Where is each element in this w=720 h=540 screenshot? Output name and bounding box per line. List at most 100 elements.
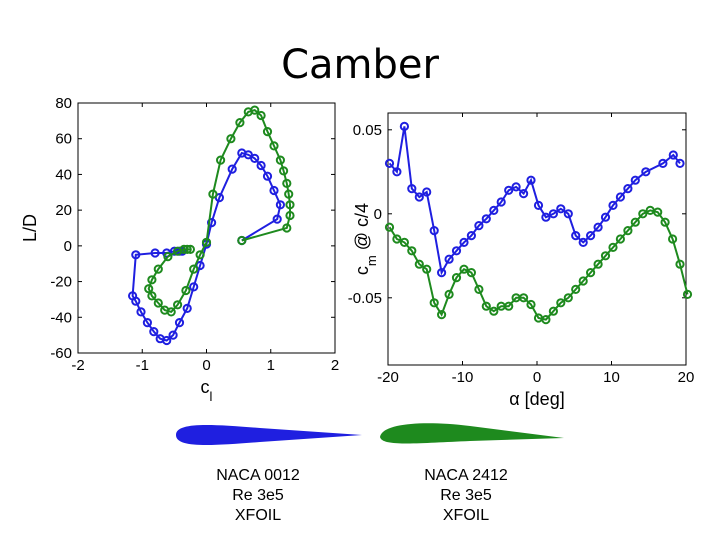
data-point-naca2412	[504, 301, 514, 311]
data-point-naca0012	[149, 327, 159, 337]
data-point-naca2412	[195, 250, 205, 260]
data-point-naca2412	[285, 200, 295, 210]
data-point-naca2412	[474, 284, 484, 294]
plot-frame-right	[387, 112, 687, 366]
data-point-naca2412	[282, 223, 292, 233]
data-point-naca0012	[131, 250, 141, 260]
data-point-naca0012	[571, 231, 581, 241]
data-point-naca2412	[675, 259, 685, 269]
data-point-naca0012	[600, 212, 611, 222]
data-point-naca2412	[173, 300, 183, 310]
data-point-naca2412	[668, 234, 678, 244]
data-point-naca2412	[608, 242, 618, 252]
data-point-naca2412	[181, 285, 191, 296]
ticks-right: -20 -10 0 10 20 -0.05 0 0.05	[348, 113, 695, 386]
data-point-naca2412	[519, 293, 529, 303]
data-point-naca2412	[422, 264, 432, 274]
data-point-naca2412	[237, 235, 247, 246]
data-point-naca2412	[147, 291, 157, 301]
data-point-naca2412	[526, 299, 536, 310]
y-tick-label: 0.05	[353, 122, 382, 139]
data-point-naca2412	[256, 110, 266, 121]
data-point-naca2412	[153, 298, 163, 308]
y-tick-label: -40	[50, 309, 72, 326]
data-point-naca2412	[201, 237, 212, 247]
x-tick-label: -20	[377, 369, 399, 386]
x-tick-label: 10	[603, 369, 620, 386]
data-point-naca2412	[243, 107, 253, 117]
data-point-naca2412	[489, 306, 499, 316]
data-point-naca0012	[269, 185, 279, 196]
data-point-naca2412	[466, 268, 476, 278]
data-point-naca0012	[262, 171, 273, 181]
data-point-naca2412	[226, 134, 236, 144]
x-tick-label: -10	[452, 369, 474, 386]
x-tick-label: -1	[136, 357, 149, 374]
x-axis-label-left: cl	[201, 377, 213, 404]
x-tick-label: 1	[267, 357, 275, 374]
caption-reynolds: Re 3e5	[232, 487, 284, 504]
x-tick-label: 0	[202, 357, 210, 374]
data-point-naca2412	[541, 315, 551, 325]
data-point-naca0012	[207, 218, 217, 228]
data-point-naca0012	[615, 192, 626, 202]
data-point-naca0012	[519, 189, 529, 199]
chart-ld-vs-cl: -2 -1 0 1 2 -60 -40 -20 0 20 40 60 80 L/D cl	[20, 95, 339, 404]
data-point-naca0012	[556, 204, 566, 214]
data-point-naca0012	[511, 182, 521, 192]
y-tick-label: 0	[64, 238, 72, 255]
data-point-naca0012	[533, 200, 544, 210]
data-point-naca0012	[128, 291, 138, 301]
data-point-naca0012	[496, 197, 506, 207]
data-point-naca2412	[284, 189, 294, 199]
data-point-naca2412	[407, 246, 417, 256]
caption-airfoil: NACA 0012	[216, 467, 300, 484]
data-point-naca2412	[451, 273, 462, 283]
data-point-naca2412	[399, 237, 409, 247]
data-point-naca0012	[658, 158, 668, 168]
airfoil-naca0012-shape	[176, 424, 362, 446]
data-point-naca0012	[474, 221, 484, 231]
caption-solver: XFOIL	[442, 507, 490, 524]
data-point-naca2412	[384, 222, 395, 232]
data-point-naca2412	[660, 217, 670, 227]
data-point-naca0012	[563, 209, 573, 219]
data-point-naca2412	[279, 166, 289, 176]
ticks-left: -2 -1 0 1 2 -60 -40 -20 0 20 40 60 80	[50, 95, 339, 374]
data-point-naca2412	[600, 251, 611, 261]
data-point-naca0012	[155, 334, 165, 344]
data-point-naca2412	[653, 207, 663, 217]
data-point-naca2412	[563, 293, 573, 303]
data-point-naca2412	[182, 244, 192, 254]
data-point-naca0012	[275, 200, 285, 210]
x-tick-label: 0	[533, 369, 541, 386]
data-point-naca2412	[285, 210, 295, 221]
data-point-naca0012	[256, 160, 266, 171]
data-point-naca0012	[407, 184, 417, 194]
data-point-naca2412	[144, 284, 154, 294]
data-point-naca0012	[399, 121, 409, 132]
data-point-naca2412	[269, 141, 279, 151]
data-point-naca0012	[526, 175, 536, 185]
data-point-naca2412	[638, 209, 648, 219]
data-point-naca0012	[504, 185, 514, 195]
data-point-naca2412	[282, 178, 292, 188]
data-point-naca0012	[641, 167, 651, 177]
caption-reynolds: Re 3e5	[440, 487, 492, 504]
airfoil-naca2412-shape	[380, 423, 564, 444]
data-point-naca2412	[437, 310, 447, 320]
chart-cm-vs-alpha: -20 -10 0 10 20 -0.05 0 0.05 cm @ c/4 α [deg]	[348, 112, 695, 409]
data-point-naca0012	[429, 226, 439, 236]
y-tick-label: 60	[55, 131, 72, 148]
x-tick-label: 20	[678, 369, 695, 386]
data-point-naca0012	[150, 248, 160, 258]
data-point-naca2412	[189, 264, 199, 274]
data-point-naca2412	[578, 276, 588, 286]
data-point-naca0012	[174, 318, 185, 328]
y-tick-label: -20	[50, 274, 72, 291]
data-point-naca2412	[571, 284, 581, 294]
caption-airfoil: NACA 2412	[424, 467, 508, 484]
data-point-naca2412	[623, 226, 633, 236]
data-point-naca0012	[384, 158, 395, 168]
data-point-naca0012	[392, 167, 402, 177]
